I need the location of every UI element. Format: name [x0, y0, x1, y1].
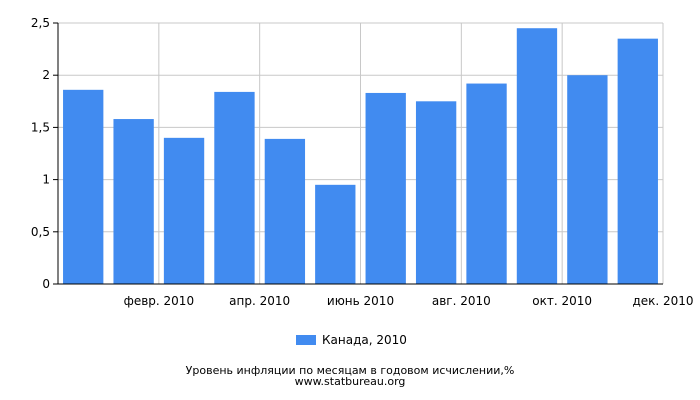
bar	[617, 38, 658, 284]
chart-title: Уровень инфляции по месяцам в годовом ис…	[185, 364, 515, 377]
y-tick-label: 0	[42, 277, 50, 291]
bar	[365, 92, 406, 284]
bar	[163, 137, 205, 284]
bar	[214, 91, 255, 285]
bar	[63, 89, 104, 284]
bar	[415, 101, 457, 284]
bar-chart: 0 0,5 1 1,5 2 2,5 февр. 2010 апр. 2010 июнь 2010…	[31, 16, 694, 308]
legend: Канада, 2010	[296, 333, 407, 347]
legend-swatch	[296, 335, 316, 345]
x-tick-label: окт. 2010	[532, 294, 592, 308]
x-tick-label: июнь 2010	[327, 294, 394, 308]
x-tick-label: февр. 2010	[124, 294, 195, 308]
bar	[516, 28, 558, 284]
bar	[113, 119, 154, 284]
bar	[567, 75, 608, 284]
y-tick-label: 1	[42, 173, 50, 187]
y-tick-label: 0,5	[31, 225, 50, 239]
y-tick-label: 1,5	[31, 120, 50, 134]
y-tick-label: 2,5	[31, 16, 50, 30]
bar	[315, 184, 356, 284]
x-tick-label: апр. 2010	[229, 294, 290, 308]
x-tick-label: дек. 2010	[632, 294, 693, 308]
legend-label: Канада, 2010	[322, 333, 407, 347]
y-tick-label: 2	[42, 68, 50, 82]
bar	[264, 138, 306, 284]
chart-source: www.statbureau.org	[294, 375, 406, 388]
bar	[466, 83, 507, 284]
x-tick-label: авг. 2010	[432, 294, 491, 308]
